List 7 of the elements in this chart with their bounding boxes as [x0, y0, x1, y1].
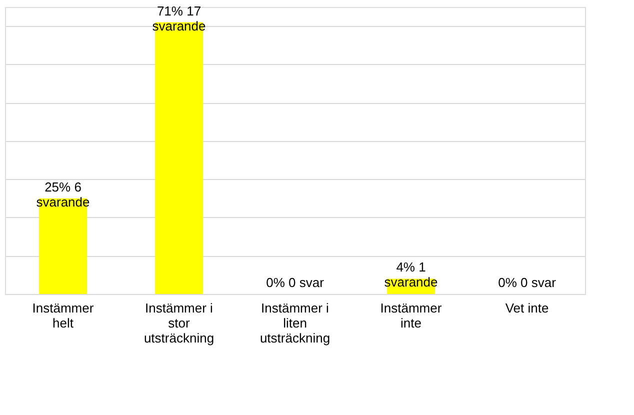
x-tick-label: Vet inte: [505, 300, 549, 316]
x-tick-label: Instämmer inte: [380, 300, 442, 330]
x-tick-label: Instämmer i stor utsträckning: [144, 300, 214, 346]
x-tick-label: Instämmer i liten utsträckning: [260, 300, 330, 346]
data-label: 0% 0 svar: [498, 275, 557, 290]
x-tick-label: Instämmer helt: [32, 300, 94, 330]
data-label: 0% 0 svar: [266, 275, 325, 290]
